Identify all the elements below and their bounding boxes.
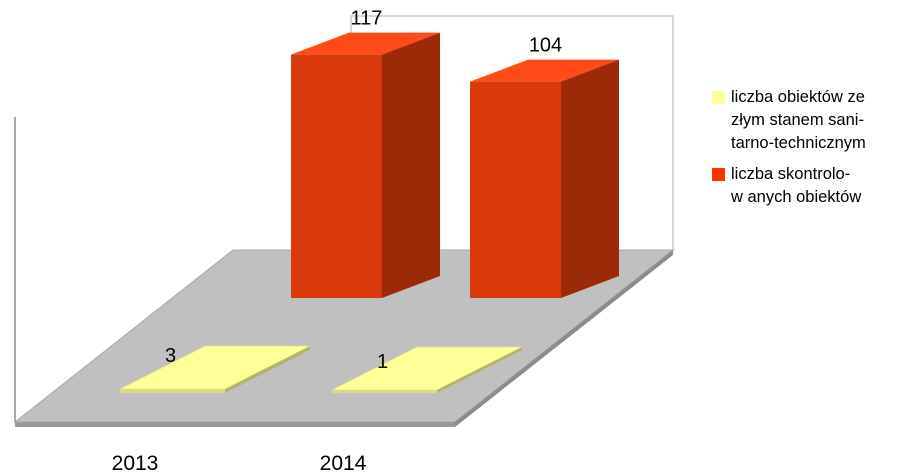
- legend: liczba obiektów ze złym stanem sani- tar…: [709, 86, 914, 217]
- bar-series-1-2014-side: [437, 347, 522, 393]
- category-label-2014: 2014: [320, 452, 367, 472]
- legend-item-series-1: liczba obiektów ze złym stanem sani- tar…: [709, 86, 914, 155]
- data-label-series-1-2013: 3: [165, 345, 176, 367]
- legend-item-series-2: liczba skontrolo- w anych obiektów: [709, 163, 914, 209]
- data-label-series-2-2013: 117: [351, 8, 383, 30]
- legend-label-series-2: liczba skontrolo- w anych obiektów: [731, 165, 862, 206]
- legend-label-series-1: liczba obiektów ze złym stanem sani- tar…: [731, 88, 866, 152]
- category-label-2013: 2013: [112, 452, 159, 472]
- bar-series-1-2013-side: [225, 346, 310, 393]
- bar-series-2-2013-side: [382, 32, 440, 298]
- bar-series-1-2013-front: [120, 389, 225, 393]
- bar-series-2-2014-side: [561, 59, 619, 299]
- bar-series-2-2014-front: [470, 81, 561, 299]
- floor-front-edge: [15, 422, 455, 427]
- bar-series-2-2014-top: [470, 59, 619, 82]
- data-label-series-1-2014: 1: [377, 351, 388, 373]
- legend-swatch-series-1: [712, 91, 725, 104]
- legend-swatch-series-2: [712, 168, 725, 181]
- bars-group: [119, 32, 619, 393]
- bar-series-2-2013-front: [291, 54, 382, 298]
- floor-right-edge: [455, 250, 673, 427]
- data-label-series-2-2014: 104: [529, 35, 562, 57]
- labels-group: 3 1 117 104 2013 2014: [112, 8, 563, 472]
- bar-series-2-2013-top: [291, 32, 440, 55]
- bar-series-1-2014-front: [332, 390, 437, 393]
